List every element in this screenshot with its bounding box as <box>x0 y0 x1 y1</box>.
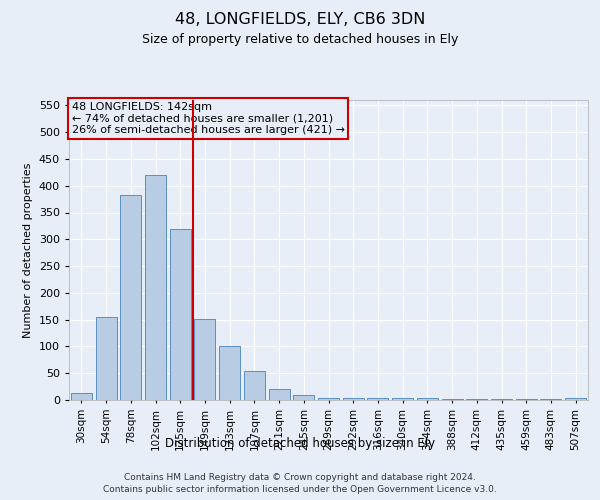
Bar <box>392 398 413 400</box>
Bar <box>516 399 537 400</box>
Bar <box>194 318 215 400</box>
Text: 48 LONGFIELDS: 142sqm
← 74% of detached houses are smaller (1,201)
26% of semi-d: 48 LONGFIELDS: 142sqm ← 74% of detached … <box>71 102 344 134</box>
Bar <box>417 398 438 400</box>
Bar <box>367 398 388 400</box>
Text: 48, LONGFIELDS, ELY, CB6 3DN: 48, LONGFIELDS, ELY, CB6 3DN <box>175 12 425 28</box>
Bar <box>293 394 314 400</box>
Bar <box>244 370 265 400</box>
Text: Size of property relative to detached houses in Ely: Size of property relative to detached ho… <box>142 32 458 46</box>
Bar <box>565 398 586 400</box>
Bar <box>466 399 487 400</box>
Bar <box>541 399 562 400</box>
Bar <box>170 228 191 400</box>
Bar <box>442 399 463 400</box>
Text: Contains HM Land Registry data © Crown copyright and database right 2024.: Contains HM Land Registry data © Crown c… <box>124 472 476 482</box>
Bar <box>145 175 166 400</box>
Bar <box>120 196 141 400</box>
Bar <box>269 390 290 400</box>
Bar <box>219 346 240 400</box>
Text: Distribution of detached houses by size in Ely: Distribution of detached houses by size … <box>165 438 435 450</box>
Text: Contains public sector information licensed under the Open Government Licence v3: Contains public sector information licen… <box>103 485 497 494</box>
Bar <box>95 317 116 400</box>
Bar <box>343 398 364 400</box>
Y-axis label: Number of detached properties: Number of detached properties <box>23 162 33 338</box>
Bar <box>318 398 339 400</box>
Bar <box>491 399 512 400</box>
Bar <box>71 393 92 400</box>
